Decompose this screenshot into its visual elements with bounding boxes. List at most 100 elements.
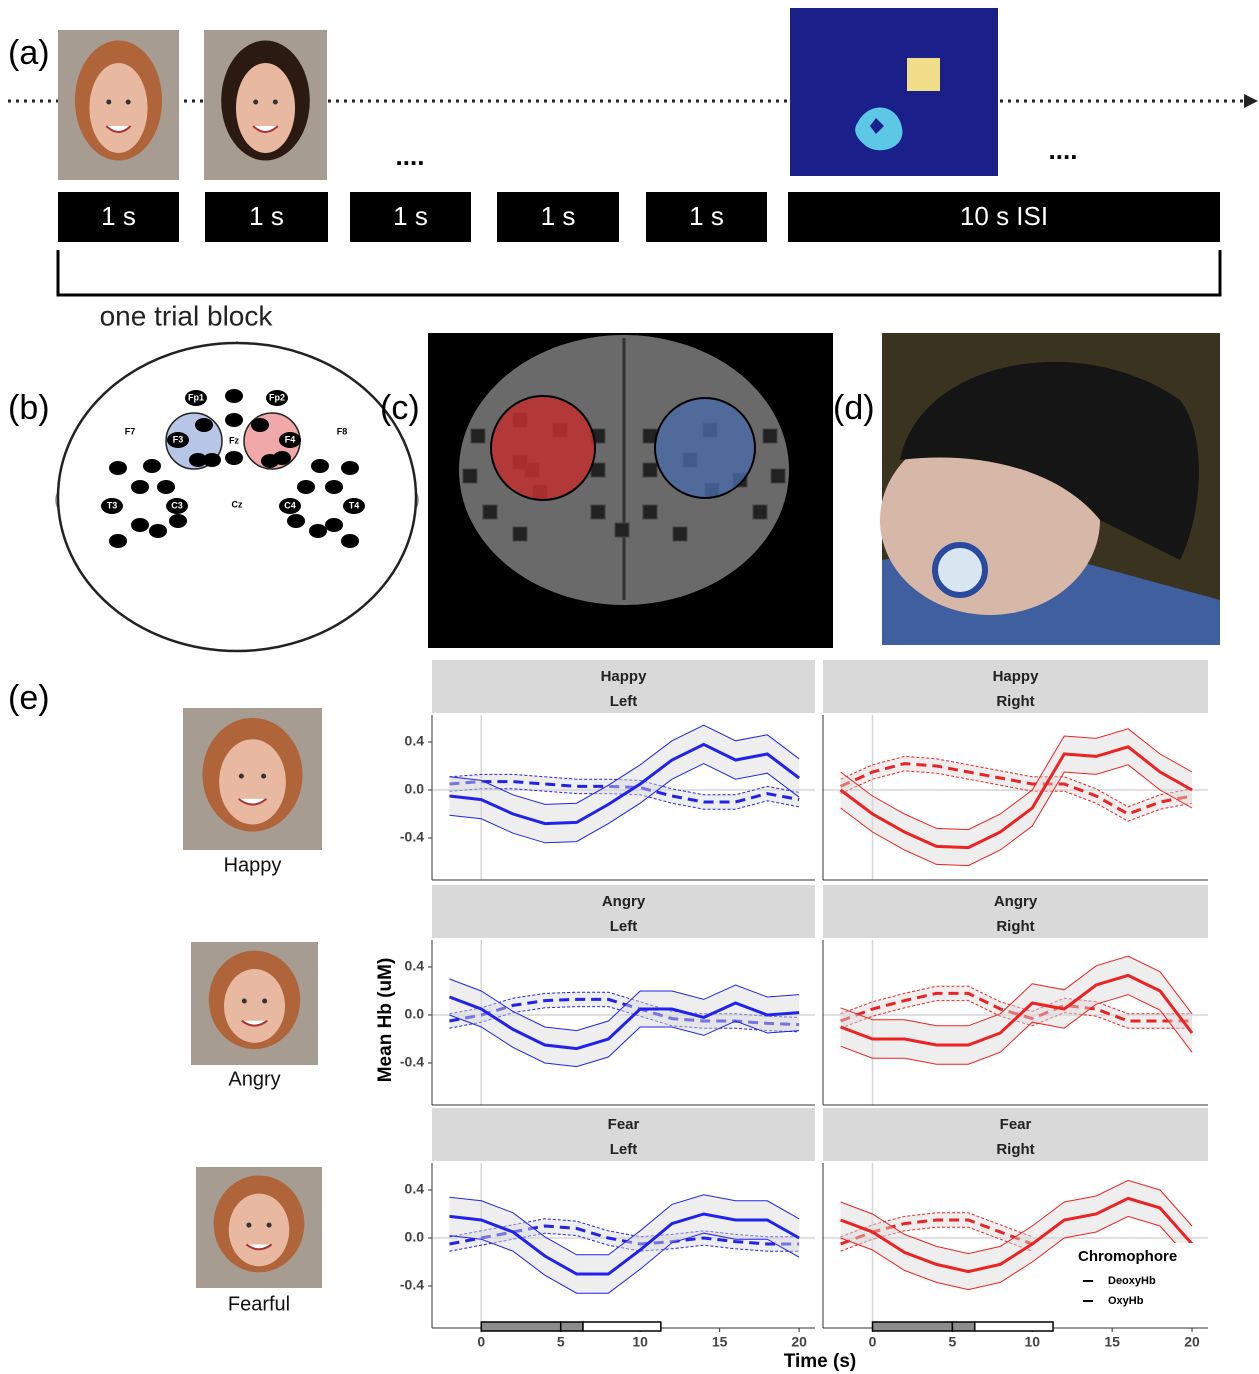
y-axis-title: Mean Hb (uM) — [375, 958, 396, 1083]
eye — [273, 100, 278, 105]
optode — [483, 505, 497, 519]
eye — [267, 1223, 272, 1228]
stimulus-block — [873, 1322, 953, 1331]
electrode — [225, 451, 243, 465]
electrode-label: F7 — [125, 426, 136, 436]
facet: Angry Right — [823, 885, 1208, 1105]
x-tick-label: 0 — [477, 1334, 485, 1350]
panel-label: (c) — [380, 389, 420, 427]
optode — [673, 527, 687, 541]
legend-title: Chromophore — [1078, 1248, 1177, 1265]
stimulus-block — [975, 1322, 1053, 1331]
y-tick-label: 0.4 — [405, 733, 425, 749]
eye — [242, 999, 247, 1004]
panel-label: (b) — [8, 389, 50, 427]
eye — [239, 774, 244, 779]
skin — [229, 1194, 289, 1267]
electrode — [311, 459, 329, 473]
electrode — [251, 418, 269, 432]
x-tick-label: 5 — [948, 1334, 956, 1350]
optode — [763, 429, 777, 443]
x-tick-label: 10 — [632, 1334, 648, 1350]
electrode — [131, 518, 149, 532]
electrode — [325, 518, 343, 532]
electrode-label: C3 — [171, 500, 183, 510]
facet: Happy Left 0.4 0.0 -0.4 — [400, 660, 815, 880]
eye — [246, 1223, 251, 1228]
electrode — [169, 514, 187, 528]
y-tick-label: 0.0 — [405, 1229, 425, 1245]
skin — [236, 63, 295, 153]
strip-label: Fear — [608, 1116, 640, 1133]
electrode — [225, 389, 243, 403]
electrode-label: C4 — [284, 500, 296, 510]
electrode — [287, 514, 305, 528]
ellipsis: .... — [396, 141, 425, 171]
duration-label: 10 s ISI — [960, 201, 1048, 231]
roi-right — [655, 398, 755, 498]
facet: FearRight05101520ChromophoreDeoxyHbOxyHb — [823, 1108, 1208, 1350]
x-tick-label: 5 — [557, 1334, 565, 1350]
strip-label: Happy — [993, 668, 1040, 685]
eye — [106, 100, 111, 105]
electrode-label: F8 — [337, 426, 348, 436]
strip-label: Angry — [602, 893, 646, 910]
y-tick-label: 0.4 — [405, 1181, 425, 1197]
block-label: one trial block — [100, 300, 274, 331]
isi-square — [907, 58, 940, 91]
eye — [253, 100, 258, 105]
electrode — [157, 480, 175, 494]
electrode — [325, 480, 343, 494]
optode — [471, 429, 485, 443]
x-tick-label: 0 — [869, 1334, 877, 1350]
electrode-label: F3 — [173, 434, 184, 444]
x-tick-label: 20 — [1184, 1334, 1200, 1350]
figure: (a) .... .... 1 s1 s1 s1 s1 s10 s ISI on… — [0, 0, 1259, 1374]
duration-label: 1 s — [101, 201, 136, 231]
skin — [89, 63, 147, 153]
electrode — [341, 461, 359, 475]
electrode — [149, 524, 167, 538]
stimulus-block — [583, 1322, 661, 1331]
duration-label: 1 s — [689, 201, 724, 231]
panel-label: (d) — [833, 389, 875, 427]
electrode — [143, 459, 161, 473]
optode — [513, 527, 527, 541]
y-tick-label: -0.4 — [400, 829, 424, 845]
legend-label: OxyHb — [1108, 1295, 1144, 1307]
x-tick-label: 10 — [1024, 1334, 1040, 1350]
electrode — [109, 534, 127, 548]
electrode-label: Fp2 — [269, 392, 285, 402]
strip-label: Right — [996, 918, 1034, 935]
legend-label: DeoxyHb — [1108, 1275, 1156, 1287]
y-tick-label: 0.0 — [405, 781, 425, 797]
stimulus-block — [481, 1322, 560, 1331]
duration-label: 1 s — [541, 201, 576, 231]
panel-label: (a) — [8, 34, 50, 72]
duration-label: 1 s — [393, 201, 428, 231]
stimulus-block — [561, 1322, 583, 1331]
electrode — [225, 413, 243, 427]
strip-label: Happy — [601, 668, 648, 685]
y-tick-label: -0.4 — [400, 1054, 424, 1070]
x-tick-label: 20 — [791, 1334, 807, 1350]
eye — [126, 100, 131, 105]
eye — [262, 999, 267, 1004]
electrode — [203, 453, 221, 467]
electrode — [297, 480, 315, 494]
electrode — [341, 534, 359, 548]
strip-label: Left — [610, 693, 638, 710]
strip-label: Right — [996, 1141, 1034, 1158]
facet-charts: HappyLeft0.40.0-0.4HappyRightAngryLeft0.… — [400, 660, 1208, 1350]
strip-label: Left — [610, 918, 638, 935]
x-tick-label: 15 — [1104, 1334, 1120, 1350]
electrode — [131, 480, 149, 494]
roi-left — [491, 396, 595, 500]
face-label: Angry — [228, 1068, 280, 1090]
strip-label: Angry — [994, 893, 1038, 910]
optode — [463, 469, 477, 483]
electrode-label: T3 — [107, 500, 118, 510]
